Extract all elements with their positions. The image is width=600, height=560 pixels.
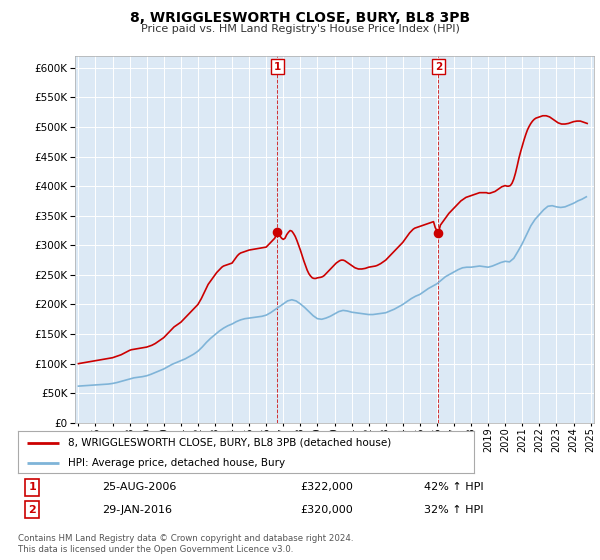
- Point: [434, 229, 443, 238]
- Text: 1: 1: [28, 482, 36, 492]
- Text: £322,000: £322,000: [300, 482, 353, 492]
- Text: £320,000: £320,000: [300, 505, 353, 515]
- Text: 8, WRIGGLESWORTH CLOSE, BURY, BL8 3PB: 8, WRIGGLESWORTH CLOSE, BURY, BL8 3PB: [130, 11, 470, 25]
- Text: Contains HM Land Registry data © Crown copyright and database right 2024.
This d: Contains HM Land Registry data © Crown c…: [18, 534, 353, 554]
- Text: Price paid vs. HM Land Registry's House Price Index (HPI): Price paid vs. HM Land Registry's House …: [140, 24, 460, 34]
- Point: [272, 228, 282, 237]
- Text: HPI: Average price, detached house, Bury: HPI: Average price, detached house, Bury: [68, 458, 285, 468]
- Text: 42% ↑ HPI: 42% ↑ HPI: [424, 482, 484, 492]
- Text: 32% ↑ HPI: 32% ↑ HPI: [424, 505, 484, 515]
- Text: 29-JAN-2016: 29-JAN-2016: [103, 505, 173, 515]
- Text: 2: 2: [434, 62, 442, 72]
- Text: 1: 1: [274, 62, 281, 72]
- Text: 2: 2: [28, 505, 36, 515]
- Text: 8, WRIGGLESWORTH CLOSE, BURY, BL8 3PB (detached house): 8, WRIGGLESWORTH CLOSE, BURY, BL8 3PB (d…: [68, 438, 391, 448]
- Text: 25-AUG-2006: 25-AUG-2006: [103, 482, 177, 492]
